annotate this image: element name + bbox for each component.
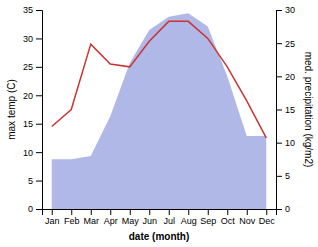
tick: Apr <box>104 209 118 226</box>
tick-label: 30 <box>285 5 295 15</box>
tick: Oct <box>221 209 236 226</box>
tick-mark <box>36 95 42 96</box>
y-axis-title: max temp (C) <box>6 79 17 140</box>
tick-mark <box>276 43 282 44</box>
tick-label: Aug <box>181 216 197 226</box>
y2-axis: 0 5 10 15 20 25 30 <box>276 5 295 214</box>
tick-mark <box>130 209 131 215</box>
tick: 30 <box>23 34 42 44</box>
tick-mark <box>276 176 282 177</box>
tick: Mar <box>84 209 100 226</box>
tick: Jan <box>45 209 60 226</box>
tick-label: 20 <box>285 72 295 82</box>
tick-mark <box>276 10 282 11</box>
tick-mark <box>110 209 111 215</box>
tick: 5 <box>28 176 42 186</box>
area <box>52 13 267 209</box>
tick-mark <box>276 110 282 111</box>
tick: 35 <box>23 5 42 15</box>
tick: Feb <box>64 209 80 226</box>
tick-label: 10 <box>23 148 33 158</box>
tick-label: Sep <box>200 216 216 226</box>
tick-mark <box>36 209 42 210</box>
x-axis-title: date (month) <box>129 231 190 242</box>
x-axis: Jan Feb Mar Apr MayJun Jul AugSep OctNovDec <box>43 209 277 226</box>
tick-label: 30 <box>23 34 33 44</box>
tick-label: Jan <box>45 216 60 226</box>
tick: May <box>122 209 140 226</box>
tick-mark <box>91 209 92 215</box>
axis-line <box>277 11 283 210</box>
tick: 5 <box>276 171 290 181</box>
tick-label: Dec <box>259 216 276 226</box>
tick-label: 5 <box>28 176 33 186</box>
tick-mark <box>36 38 42 39</box>
tick: Aug <box>181 209 197 226</box>
tick: 15 <box>23 119 42 129</box>
tick-mark <box>276 76 282 77</box>
tick-mark <box>36 124 42 125</box>
tick-mark <box>276 143 282 144</box>
tick-label: 15 <box>23 119 33 129</box>
tick-mark <box>247 209 248 215</box>
tick-label: Jul <box>163 216 175 226</box>
tick-mark <box>208 209 209 215</box>
tick: 30 <box>276 5 295 15</box>
tick-label: Mar <box>84 216 100 226</box>
tick-label: 25 <box>285 39 295 49</box>
axis-line <box>43 210 277 216</box>
tick-mark <box>266 209 267 215</box>
tick-label: Feb <box>64 216 80 226</box>
tick-mark <box>227 209 228 215</box>
tick-mark <box>71 209 72 215</box>
tick-label: 20 <box>23 91 33 101</box>
tick: Nov <box>239 209 256 226</box>
tick-mark <box>36 10 42 11</box>
tick-label: Jun <box>142 216 157 226</box>
y2-axis-title: med. precipitation (kg/m2) <box>303 52 314 168</box>
tick-label: 35 <box>23 5 33 15</box>
tick-mark <box>36 152 42 153</box>
tick-label: 0 <box>28 204 33 214</box>
chart: Jan Feb Mar Apr MayJun Jul AugSep OctNovDec 0 5 10… <box>0 0 318 247</box>
tick-label: 5 <box>285 171 290 181</box>
tick: 0 <box>276 204 290 214</box>
tick: 25 <box>23 62 42 72</box>
tick-mark <box>149 209 150 215</box>
tick: 25 <box>276 39 295 49</box>
tick: Jul <box>163 209 175 226</box>
tick: Sep <box>200 209 216 226</box>
tick-label: 0 <box>285 204 290 214</box>
tick: 10 <box>23 148 42 158</box>
plot-marks <box>52 13 267 209</box>
tick: 15 <box>276 105 295 115</box>
tick-mark <box>36 181 42 182</box>
tick-label: 10 <box>285 138 295 148</box>
tick: 20 <box>23 91 42 101</box>
tick: 10 <box>276 138 295 148</box>
tick: Dec <box>259 209 276 226</box>
tick: 0 <box>28 204 42 214</box>
tick: 20 <box>276 72 295 82</box>
tick-mark <box>52 209 53 215</box>
tick-label: 15 <box>285 105 295 115</box>
axis-line <box>36 11 43 210</box>
tick-label: Oct <box>221 216 236 226</box>
tick-mark <box>188 209 189 215</box>
tick-mark <box>36 67 42 68</box>
tick-label: May <box>122 216 140 226</box>
tick: Jun <box>142 209 157 226</box>
tick-label: Nov <box>239 216 256 226</box>
tick-label: 25 <box>23 62 33 72</box>
line <box>52 21 267 138</box>
tick-label: Apr <box>104 216 118 226</box>
tick-mark <box>276 209 282 210</box>
tick-mark <box>169 209 170 215</box>
y-axis: 0 5 10 15 20 25 30 35 <box>23 5 43 214</box>
